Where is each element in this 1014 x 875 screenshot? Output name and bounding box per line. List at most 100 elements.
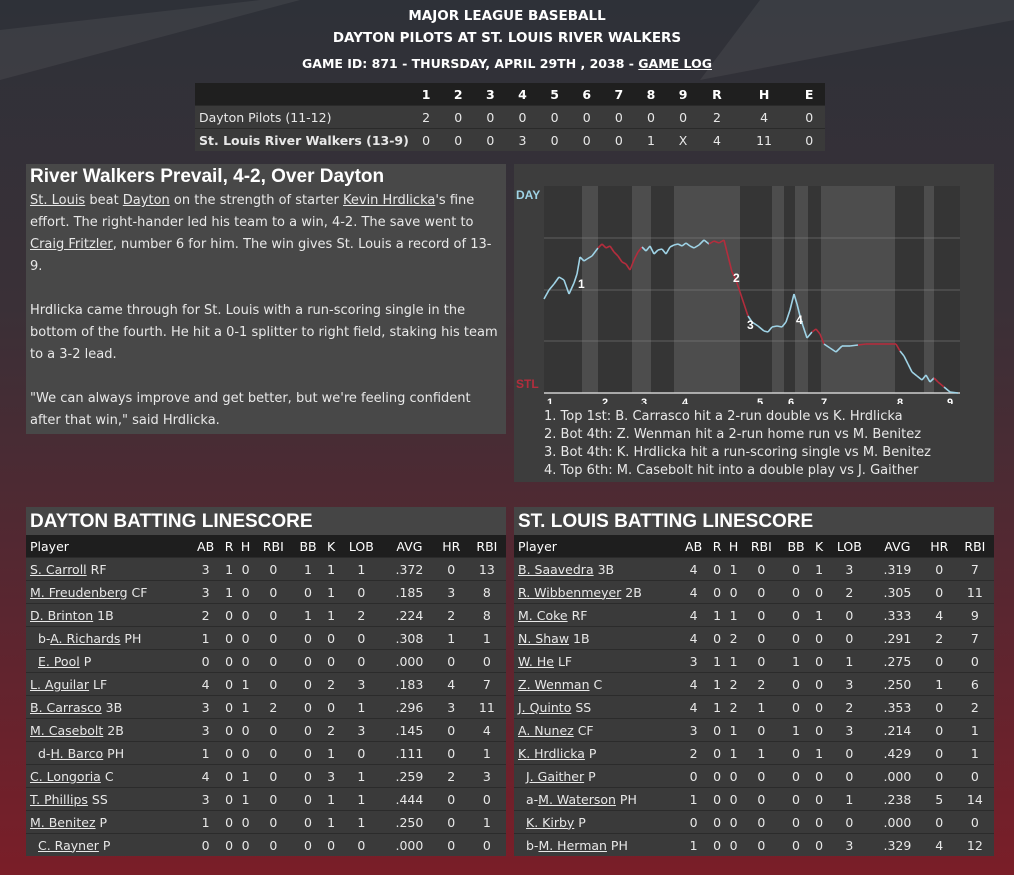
win-probability-segment [735,279,741,293]
player-name-link[interactable]: K. Kirby [526,814,575,830]
player-cell: J. Gaither P [514,764,678,788]
stat-cell: 0 [922,741,956,765]
stat-cell: 1 [725,718,743,742]
player-name-link[interactable]: M. Casebolt [30,722,104,738]
player-sub-prefix: d- [38,745,51,761]
player-name-link[interactable]: E. Pool [38,653,80,669]
stat-cell: 0 [237,810,255,834]
player-sub-prefix: a- [526,791,539,807]
linescore-cell: 0 [442,105,475,129]
stat-cell: 0 [780,741,812,765]
stat-cell: 1 [221,580,238,604]
player-name-link[interactable]: H. Barco [50,745,104,761]
player-name-link[interactable]: N. Shaw [518,630,570,646]
player-name-link[interactable]: Z. Wenman [518,676,590,692]
win-probability-segment [747,315,753,323]
table-row: M. Freudenberg CF 3 1 0 0 0 1 0.185 3 8 [26,580,506,604]
player-name-link[interactable]: C. Longoria [30,768,101,784]
stat-cell: .214 [872,718,923,742]
player-name-link[interactable]: M. Freudenberg [30,584,128,600]
recap-link[interactable]: Dayton [122,193,170,208]
player-name-link[interactable]: S. Carroll [30,561,87,577]
player-name-link[interactable]: D. Brinton [30,607,94,623]
player-cell: Z. Wenman C [514,672,678,696]
win-probability-segment [548,283,555,291]
stat-cell: 0 [780,764,812,788]
player-name-link[interactable]: B. Carrasco [30,699,102,715]
table-row: C. Rayner P 0 0 0 0 0 0 0.000 0 0 [26,833,506,856]
player-name-link[interactable]: M. Benitez [30,814,96,830]
linescore-cell: 1 [634,128,667,151]
recap-paragraph-1: St. Louis beat Dayton on the strength of… [30,193,492,274]
stat-cell: 0 [709,833,726,856]
player-name-link[interactable]: W. He [518,653,554,669]
stat-cell: 0 [237,649,255,673]
player-sub-prefix: b- [38,630,51,646]
batting-header-hr: HR [434,535,468,558]
player-name-link[interactable]: M. Herman [538,837,607,853]
win-probability-segment [903,355,909,365]
event-marker: 1 [578,277,585,291]
player-cell: b-M. Herman PH [514,833,678,856]
stat-cell: 0 [955,810,994,834]
player-name-link[interactable]: M. Waterson [538,791,616,807]
stat-cell: 0 [826,603,873,627]
event-marker: 2 [733,271,740,285]
win-probability-segment [718,239,725,244]
stat-cell: .319 [872,557,923,581]
batting-header-bb: BB [780,535,812,558]
stat-cell: 1 [338,787,385,811]
table-row: K. Kirby P 0 0 0 0 0 0 0.000 0 0 [514,810,994,834]
player-cell: D. Brinton 1B [26,603,190,627]
stat-cell: 3 [678,649,710,673]
stat-cell: 0 [811,833,827,856]
player-cell: K. Hrdlicka P [514,741,678,765]
player-name-link[interactable]: J. Gaither [526,768,585,784]
stat-cell: .372 [384,557,435,581]
linescore-header-team [195,83,410,106]
player-name-link[interactable]: M. Coke [518,607,568,623]
player-name-link[interactable]: K. Hrdlicka [518,745,585,761]
win-probability-segment [673,243,679,246]
stat-cell: 1 [338,764,385,788]
player-name-link[interactable]: A. Richards [50,630,121,646]
player-name-link[interactable]: C. Rayner [38,837,99,853]
stat-cell: 3 [323,764,339,788]
game-recap: River Walkers Prevail, 4-2, Over Dayton … [26,164,506,434]
player-name-link[interactable]: A. Nunez [518,722,574,738]
player-cell: C. Rayner P [26,833,190,856]
inning-band [833,186,895,393]
player-cell: B. Carrasco 3B [26,695,190,719]
player-name-link[interactable]: B. Saavedra [518,561,594,577]
stat-cell: .000 [384,649,435,673]
stat-cell: .000 [384,833,435,856]
stat-cell: .353 [872,695,923,719]
stat-cell: 4 [922,833,956,856]
player-name-link[interactable]: J. Quinto [518,699,572,715]
player-name-link[interactable]: R. Wibbenmeyer [518,584,622,600]
win-probability-segment [933,377,939,383]
player-position: 1B [93,607,114,623]
recap-link[interactable]: Kevin Hrdlicka [343,193,436,208]
table-row: M. Casebolt 2B 3 0 0 0 0 2 3.145 0 4 [26,718,506,742]
win-probability-segment [789,293,795,311]
linescore-cell: X [667,128,700,151]
win-probability-segment [949,391,959,394]
stat-cell: 5 [922,787,956,811]
linescore-header-7: 7 [602,83,635,106]
player-cell: K. Kirby P [514,810,678,834]
player-cell: M. Freudenberg CF [26,580,190,604]
stat-cell: 4 [434,672,468,696]
player-cell: a-M. Waterson PH [514,787,678,811]
stat-cell: 0 [742,810,781,834]
stat-cell: 3 [190,557,222,581]
stat-cell: 4 [678,580,710,604]
player-position: 3B [593,561,615,577]
recap-link[interactable]: St. Louis [30,193,86,208]
linescore-header-4: 4 [506,83,539,106]
player-name-link[interactable]: T. Phillips [30,791,88,807]
player-position: SS [87,791,108,807]
game-log-link[interactable]: GAME LOG [638,56,712,71]
recap-link[interactable]: Craig Fritzler [30,237,113,252]
player-name-link[interactable]: L. Aguilar [30,676,90,692]
